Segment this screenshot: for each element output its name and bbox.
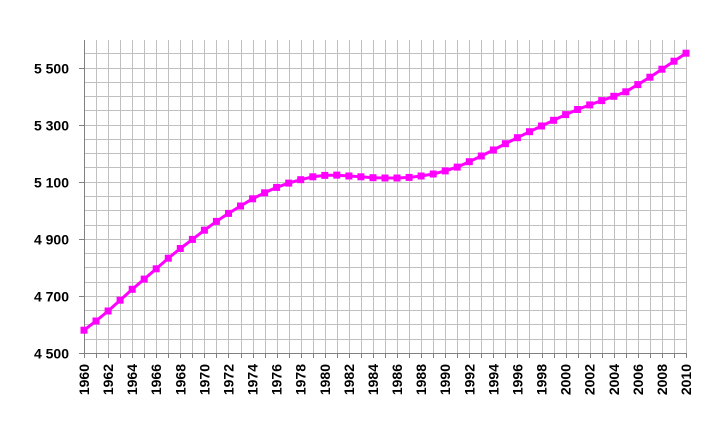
data-point bbox=[164, 254, 172, 262]
data-point bbox=[369, 174, 377, 182]
x-tick-label: 1972 bbox=[220, 364, 236, 395]
data-point bbox=[526, 128, 533, 136]
data-point bbox=[176, 245, 184, 252]
data-point bbox=[501, 140, 509, 148]
x-tick-label: 1964 bbox=[124, 364, 140, 395]
x-tick-label: 1998 bbox=[534, 364, 550, 395]
data-point bbox=[429, 170, 437, 178]
x-tick-label: 1978 bbox=[293, 364, 309, 395]
data-point bbox=[465, 158, 473, 166]
x-tick-label: 2004 bbox=[606, 364, 622, 395]
data-point bbox=[646, 73, 654, 81]
y-tick-label: 5 100 bbox=[34, 175, 69, 191]
data-point bbox=[249, 195, 257, 203]
x-tick-label: 1966 bbox=[148, 364, 164, 395]
data-point bbox=[598, 97, 606, 105]
axes bbox=[79, 40, 687, 358]
data-point bbox=[453, 163, 461, 171]
data-point bbox=[622, 88, 630, 96]
x-tick-label: 1970 bbox=[196, 364, 212, 395]
data-point bbox=[333, 171, 341, 179]
data-point bbox=[225, 209, 232, 217]
x-tick-label: 2002 bbox=[582, 364, 598, 395]
data-point bbox=[658, 65, 666, 73]
y-tick-label: 4 900 bbox=[34, 232, 69, 248]
x-tick-label: 1984 bbox=[365, 364, 381, 395]
data-point bbox=[682, 49, 690, 57]
data-point bbox=[128, 285, 136, 293]
data-point bbox=[80, 326, 88, 334]
data-point bbox=[634, 81, 642, 89]
data-point bbox=[200, 226, 208, 234]
x-tick-label: 1994 bbox=[485, 364, 501, 395]
data-point bbox=[188, 235, 196, 243]
data-point bbox=[562, 111, 570, 119]
x-tick-label: 1988 bbox=[413, 364, 429, 395]
data-point bbox=[285, 179, 293, 187]
data-point bbox=[477, 152, 485, 160]
x-tick-label: 1982 bbox=[341, 364, 357, 395]
data-point bbox=[261, 189, 269, 197]
data-point bbox=[381, 174, 389, 182]
data-point bbox=[393, 174, 401, 182]
x-tick-label: 2006 bbox=[630, 364, 646, 395]
x-tick-label: 1968 bbox=[172, 364, 188, 395]
x-tick-label: 1992 bbox=[461, 364, 477, 395]
data-point bbox=[513, 134, 521, 142]
data-point bbox=[441, 167, 449, 175]
data-point bbox=[610, 92, 618, 100]
data-point bbox=[586, 101, 594, 109]
data-point bbox=[574, 106, 582, 113]
data-point bbox=[273, 183, 281, 191]
data-point bbox=[237, 202, 244, 210]
x-tick-label: 1960 bbox=[76, 364, 92, 395]
data-point bbox=[212, 217, 220, 225]
x-tick-label: 1962 bbox=[100, 364, 116, 395]
data-point bbox=[670, 57, 678, 65]
gridlines bbox=[84, 40, 687, 353]
y-tick-label: 5 300 bbox=[34, 118, 69, 134]
data-point bbox=[538, 122, 545, 130]
x-tick-label: 2008 bbox=[654, 364, 670, 395]
data-point bbox=[297, 176, 305, 184]
data-series bbox=[80, 49, 690, 334]
data-point bbox=[357, 173, 365, 181]
x-tick-label: 1976 bbox=[269, 364, 285, 395]
data-point bbox=[152, 265, 160, 273]
data-point bbox=[116, 296, 124, 304]
data-point bbox=[140, 275, 148, 283]
data-point bbox=[321, 171, 329, 179]
data-point bbox=[92, 317, 100, 325]
data-point bbox=[417, 172, 425, 180]
x-tick-label: 1996 bbox=[509, 364, 525, 395]
data-point bbox=[405, 173, 413, 181]
data-point bbox=[550, 116, 558, 124]
x-tick-label: 1980 bbox=[317, 364, 333, 395]
y-tick-label: 5 500 bbox=[34, 61, 69, 77]
x-tick-label: 2000 bbox=[558, 364, 574, 395]
data-point bbox=[104, 307, 112, 315]
y-tick-labels: 4 500 4 700 4 900 5 100 5 300 5 500 bbox=[34, 61, 69, 362]
data-point bbox=[489, 146, 497, 154]
y-tick-label: 4 500 bbox=[34, 346, 69, 362]
data-point bbox=[345, 172, 353, 180]
x-tick-label: 2010 bbox=[678, 364, 694, 395]
x-tick-labels: 1960 1962 1964 1966 1968 1970 1972 1974 1976 1978… bbox=[76, 364, 694, 395]
data-point bbox=[309, 173, 317, 181]
x-tick-label: 1990 bbox=[437, 364, 453, 395]
x-tick-label: 1974 bbox=[245, 364, 261, 395]
y-tick-label: 4 700 bbox=[34, 289, 69, 305]
x-tick-label: 1986 bbox=[389, 364, 405, 395]
